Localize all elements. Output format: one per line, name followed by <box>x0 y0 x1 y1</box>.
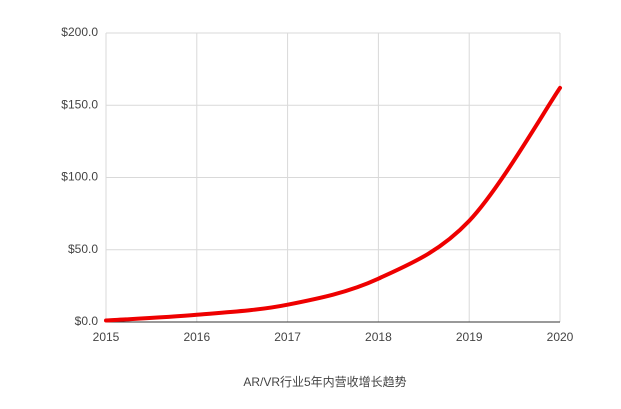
x-tick-label: 2020 <box>547 330 574 344</box>
x-tick-label: 2017 <box>274 330 301 344</box>
y-tick-label: $100.0 <box>61 170 98 184</box>
line <box>104 85 562 323</box>
x-tick-label: 2018 <box>365 330 392 344</box>
chart-title: AR/VR行业5年内营收增长趋势 <box>243 375 406 389</box>
y-tick-label: $200.0 <box>61 25 98 39</box>
x-tick-label: 2016 <box>183 330 210 344</box>
y-tick-label: $50.0 <box>68 242 98 256</box>
y-tick-label: $0.0 <box>75 314 99 328</box>
x-tick-label: 2019 <box>456 330 483 344</box>
y-tick-label: $150.0 <box>61 97 98 111</box>
x-tick-label: 2015 <box>93 330 120 344</box>
